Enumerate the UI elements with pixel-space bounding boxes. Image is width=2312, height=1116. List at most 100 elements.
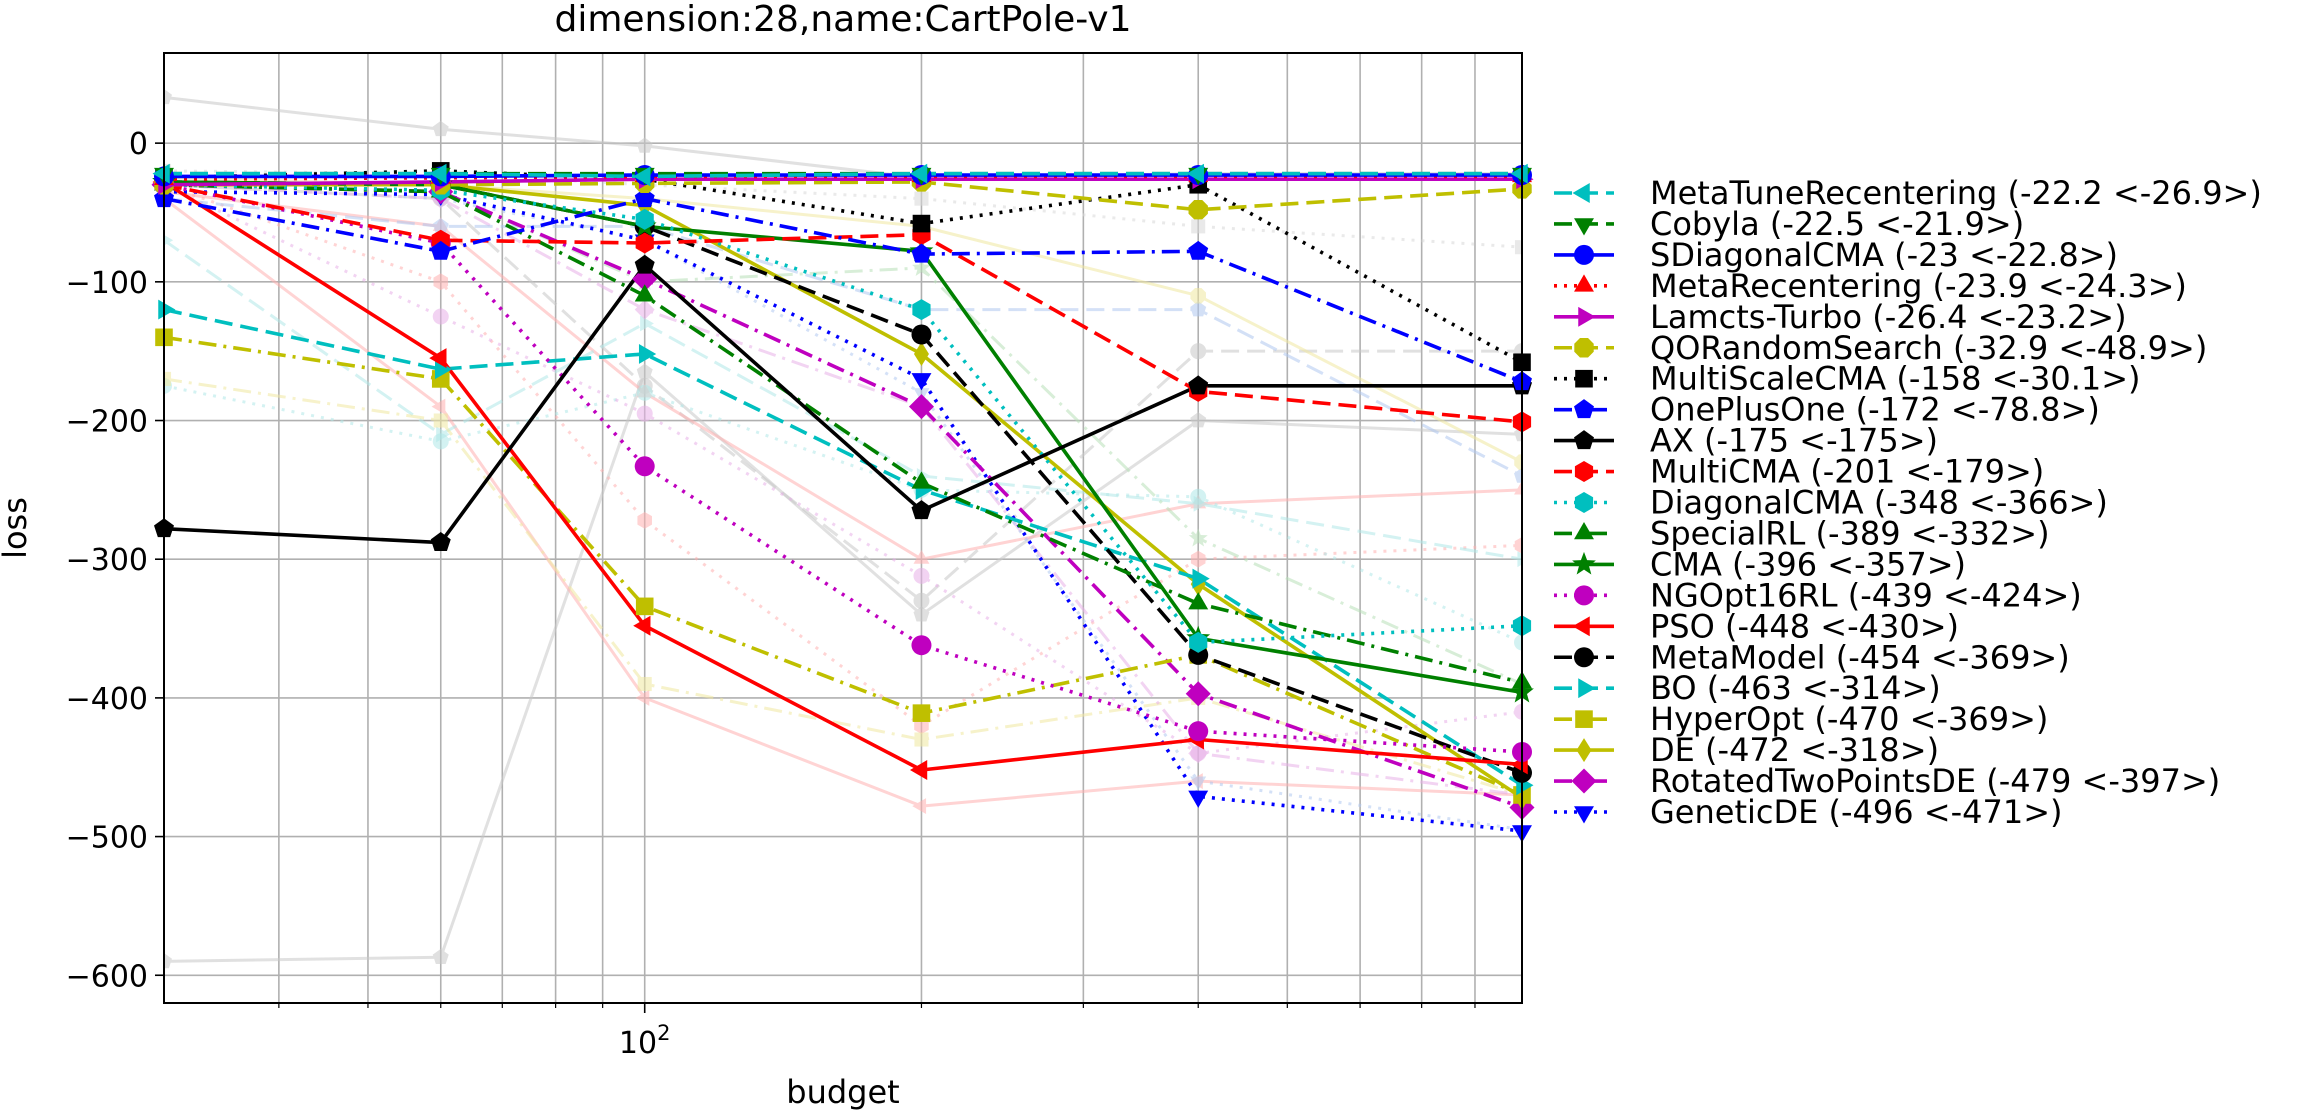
background-series-line	[164, 197, 1522, 478]
data-point	[1188, 240, 1209, 260]
legend-marker	[1576, 738, 1592, 763]
data-point	[1188, 200, 1208, 220]
legend-entry: MultiScaleCMA (-158 <-30.1>)	[1554, 360, 2141, 398]
background-series-point	[913, 567, 930, 584]
legend-label: PSO (-448 <-430>)	[1650, 607, 1959, 645]
series-line	[164, 307, 1522, 787]
background-series-point	[433, 273, 449, 291]
series-line	[164, 177, 1522, 187]
legend-entry: PSO (-448 <-430>)	[1554, 607, 1959, 645]
background-series-point	[1514, 634, 1522, 651]
data-point	[429, 163, 447, 184]
legend-label: SpecialRL (-389 <-332>)	[1650, 514, 2050, 552]
legend-label: SDiagonalCMA (-23 <-22.8>)	[1650, 236, 2118, 274]
legend-label: MetaRecentering (-23.9 <-24.3>)	[1650, 267, 2187, 305]
data-point	[634, 284, 655, 302]
legend-marker	[1574, 521, 1594, 540]
legend-entry: NGOpt16RL (-439 <-424>)	[1554, 576, 2082, 614]
data-point	[908, 394, 934, 420]
series-line	[164, 189, 1522, 833]
background-series-point	[164, 952, 172, 969]
data-point	[1188, 790, 1209, 808]
data-point	[1186, 163, 1204, 184]
background-series-point	[164, 371, 172, 386]
legend-entry: MultiCMA (-201 <-179>)	[1554, 453, 2044, 491]
background-series-line	[164, 183, 1522, 686]
background-series-point	[913, 606, 930, 622]
legend-marker	[1574, 338, 1594, 358]
background-series-point	[1190, 412, 1207, 428]
data-point	[158, 299, 176, 320]
background-series-point	[913, 550, 930, 564]
background-series-point	[636, 363, 653, 379]
background-series-point	[637, 511, 652, 529]
legend-label: QORandomSearch (-32.9 <-48.9>)	[1650, 329, 2207, 367]
background-series-point	[1190, 343, 1207, 360]
legend-label: Cobyla (-22.5 <-21.9>)	[1650, 205, 2024, 243]
legend-marker	[1578, 306, 1596, 327]
y-tick-label: −400	[66, 682, 148, 717]
data-point	[911, 635, 932, 656]
background-series-point	[913, 592, 930, 609]
background-series-point	[1514, 454, 1522, 470]
legend-marker	[1572, 616, 1590, 637]
data-point	[911, 243, 932, 263]
background-series-point	[431, 398, 446, 415]
data-point	[909, 760, 928, 780]
background-series-point	[433, 413, 448, 428]
y-axis-label: loss	[0, 497, 34, 559]
data-point	[633, 166, 651, 187]
data-point	[1188, 721, 1209, 742]
data-point	[911, 324, 932, 345]
legend-marker	[1574, 274, 1594, 292]
data-point	[911, 471, 932, 489]
data-point	[430, 240, 451, 260]
background-series-point	[636, 137, 653, 153]
background-series-point	[914, 191, 929, 206]
series-line	[164, 182, 1522, 645]
background-series-line	[164, 183, 1522, 832]
background-series-point	[432, 948, 449, 965]
legend-marker	[1574, 492, 1594, 513]
data-point	[912, 299, 931, 321]
series-line	[164, 173, 1522, 179]
background-series-line	[164, 190, 1522, 561]
legend-entry: GeneticDE (-496 <-471>)	[1554, 793, 2063, 831]
legend-marker	[1574, 244, 1594, 265]
y-tick-label: −300	[66, 543, 148, 578]
plot-frame	[163, 52, 1523, 1004]
legend-label: AX (-175 <-175>)	[1650, 422, 1938, 460]
background-series-line	[164, 384, 1522, 644]
legend-entry: Lamcts-Turbo (-26.4 <-23.2>)	[1554, 298, 2127, 336]
data-point	[634, 456, 655, 477]
legend-label: OnePlusOne (-172 <-78.8>)	[1650, 391, 2100, 429]
background-series-point	[634, 299, 655, 320]
y-tick-label: 0	[129, 127, 148, 162]
background-series-point	[432, 120, 449, 137]
background-series	[164, 88, 1522, 969]
legend-marker	[1574, 806, 1594, 824]
chart-title: dimension:28,name:CartPole-v1	[554, 0, 1131, 40]
background-series-point	[640, 315, 654, 332]
y-tick-label: −100	[66, 266, 148, 301]
background-series-point	[911, 257, 931, 277]
legend-entry: CMA (-396 <-357>)	[1554, 545, 1966, 583]
data-point	[635, 597, 654, 616]
background-series-point	[432, 433, 449, 450]
background-series-point	[1514, 703, 1522, 720]
background-series-point	[1190, 301, 1207, 317]
series-markers	[151, 162, 1535, 843]
legend-label: HyperOpt (-470 <-369>)	[1650, 700, 2048, 738]
legend-marker	[1578, 678, 1596, 699]
legend-label: MultiCMA (-201 <-179>)	[1650, 453, 2044, 491]
data-point	[1185, 681, 1211, 707]
legend-label: Lamcts-Turbo (-26.4 <-23.2>)	[1650, 298, 2127, 336]
background-series-point	[164, 88, 172, 105]
data-point	[913, 341, 929, 366]
legend-marker	[1574, 218, 1594, 236]
data-point	[1192, 568, 1210, 589]
series-lines	[164, 169, 1522, 833]
legend-label: DE (-472 <-318>)	[1650, 731, 1939, 769]
background-series-point	[1190, 287, 1206, 304]
